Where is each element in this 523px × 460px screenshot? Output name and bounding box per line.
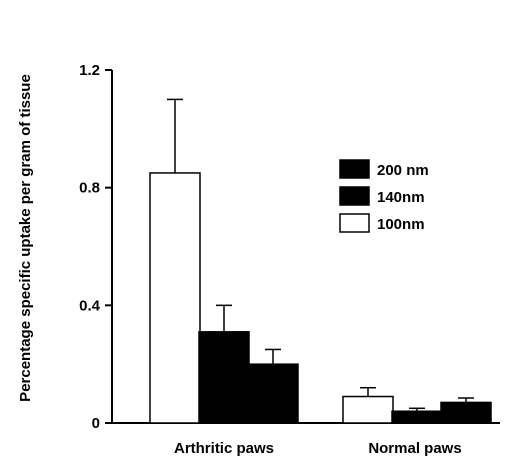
legend: 200 nm 140nm 100nm (339, 159, 429, 233)
bar-100nm-1 (342, 395, 394, 424)
y-axis-ticks: 0 0.4 0.8 1.2 (79, 62, 112, 432)
y-tick-label: 0 (92, 415, 100, 432)
category-labels: Arthritic paws Normal paws (174, 440, 462, 457)
bars (149, 98, 492, 424)
legend-label-100nm: 100nm (377, 216, 425, 233)
legend-label-140nm: 140nm (377, 189, 425, 206)
bar-100nm-0 (149, 172, 201, 424)
y-tick-label: 0.8 (79, 180, 100, 197)
bar-200nm-0 (198, 331, 250, 424)
y-axis-label: Percentage specific uptake per gram of t… (17, 74, 34, 402)
legend-swatch-100nm (339, 213, 370, 233)
category-label: Arthritic paws (174, 440, 274, 457)
legend-swatch-140nm (339, 186, 370, 206)
bar-200nm-1 (391, 410, 443, 424)
legend-swatch-200nm (339, 159, 370, 179)
bar-140nm-1 (440, 401, 492, 424)
y-tick-label: 0.4 (79, 297, 101, 314)
legend-label-200nm: 200 nm (377, 162, 429, 179)
category-label: Normal paws (368, 440, 461, 457)
y-tick-label: 1.2 (79, 62, 100, 79)
bar-140nm-0 (247, 363, 299, 424)
